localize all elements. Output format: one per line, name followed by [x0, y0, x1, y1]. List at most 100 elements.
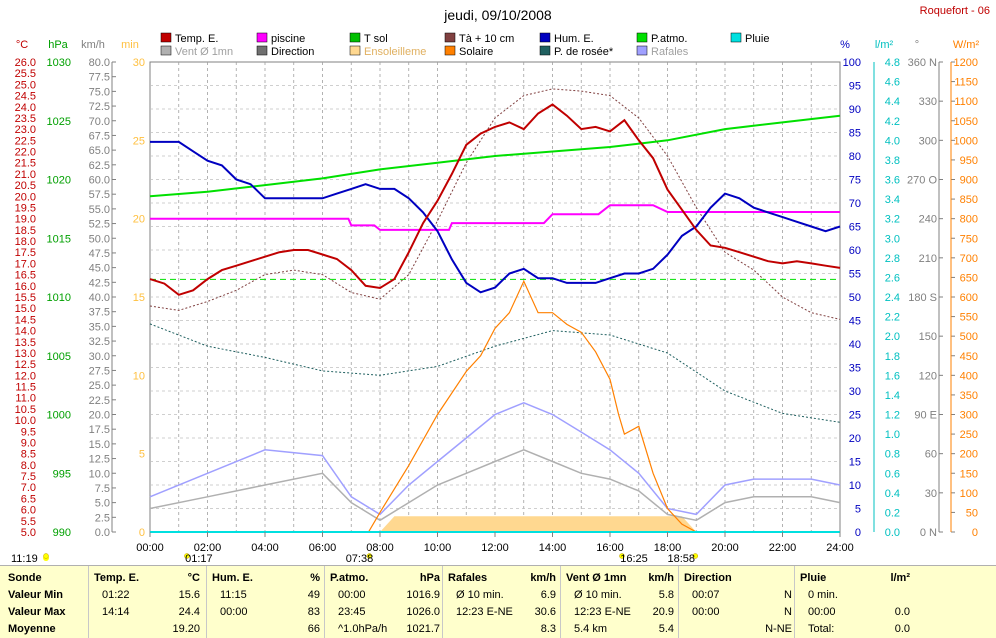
- summary-cell: 0.0: [894, 606, 910, 618]
- summary-cell: 00:00: [220, 606, 248, 618]
- tick-label-dir: 270 O: [907, 175, 937, 187]
- tick-label-solar: 800: [960, 214, 978, 226]
- tick-label-wind: 0.0: [95, 527, 110, 539]
- chart-title: jeudi, 09/10/2008: [443, 7, 552, 23]
- summary-cell: 5.4: [658, 623, 674, 635]
- tick-label-temp: 7.0: [21, 482, 36, 494]
- axis-unit-sun: min: [121, 39, 139, 51]
- axis-unit-wind: km/h: [81, 39, 105, 51]
- tick-label-solar: 150: [960, 468, 978, 480]
- x-tick-label: 08:00: [366, 542, 394, 554]
- summary-cell: Direction: [684, 572, 732, 584]
- tick-label-wind: 10.0: [89, 468, 110, 480]
- tick-label-solar: 1050: [954, 116, 978, 128]
- tick-label-wind: 60.0: [89, 175, 110, 187]
- tick-label-temp: 11.0: [15, 393, 36, 405]
- summary-cell: Ø 10 min.: [574, 589, 622, 601]
- tick-label-temp: 14.0: [15, 326, 36, 338]
- legend-label: piscine: [271, 33, 305, 45]
- tick-label-dir: 330: [919, 96, 937, 108]
- tick-label-hum: 90: [849, 104, 861, 116]
- tick-label-wind: 40.0: [89, 292, 110, 304]
- tick-label-wind: 80.0: [89, 57, 110, 69]
- tick-label-wind: 27.5: [89, 365, 110, 377]
- tick-label-rain: 3.4: [885, 194, 900, 206]
- tick-label-temp: 22.0: [15, 147, 36, 159]
- tick-label-temp: 12.0: [15, 370, 36, 382]
- tick-label-temp: 10.5: [15, 404, 36, 416]
- weather-chart: jeudi, 09/10/2008 Roquefort - 06 Temp. E…: [11, 5, 990, 565]
- tick-label-solar: 1100: [954, 96, 978, 108]
- x-tick-label: 24:00: [826, 542, 854, 554]
- legend-label: Tà + 10 cm: [459, 33, 514, 45]
- legend-swatch: [636, 45, 648, 56]
- tick-label-solar: 500: [960, 331, 978, 343]
- summary-cell: Ø 10 min.: [456, 589, 504, 601]
- summary-cell: °C: [187, 572, 200, 584]
- summary-cell: km/h: [648, 572, 674, 584]
- tick-label-temp: 7.5: [21, 471, 36, 483]
- time-marker-dot: [184, 553, 190, 559]
- summary-cell: 5.4 km: [574, 623, 608, 635]
- legend-swatch: [444, 32, 456, 43]
- tick-label-hum: 20: [849, 433, 861, 445]
- tick-label-solar: 1150: [954, 77, 978, 89]
- tick-label-rain: 4.0: [885, 135, 900, 147]
- tick-label-rain: 1.4: [885, 390, 900, 402]
- tick-label-temp: 21.0: [15, 169, 36, 181]
- tick-label-temp: 13.0: [15, 348, 36, 360]
- tick-label-temp: 5.5: [21, 516, 36, 528]
- summary-cell: 01:22: [102, 589, 130, 601]
- time-marker-dot: [692, 553, 699, 559]
- tick-label-solar: 900: [960, 175, 978, 187]
- tick-label-temp: 18.0: [15, 236, 36, 248]
- tick-label-rain: 3.6: [885, 175, 900, 187]
- tick-label-temp: 10.0: [15, 415, 36, 427]
- tick-label-press: 1005: [47, 351, 71, 363]
- time-marker-label: 07:38: [346, 553, 374, 565]
- tick-label-wind: 22.5: [89, 395, 110, 407]
- summary-cell: 15.6: [178, 589, 200, 601]
- grid: [150, 62, 840, 532]
- tick-label-temp: 25.0: [15, 79, 36, 91]
- tick-label-temp: 16.0: [15, 281, 36, 293]
- summary-separator: [88, 566, 89, 638]
- axis-unit-rain: l/m²: [875, 39, 894, 51]
- tick-label-wind: 45.0: [89, 263, 110, 275]
- tick-label-hum: 10: [849, 480, 861, 492]
- tick-label-dir: 360 N: [908, 57, 937, 69]
- tick-label-wind: 17.5: [89, 424, 110, 436]
- right-axes: 1009590858075706560555045403530252015105…: [843, 57, 978, 539]
- tick-label-hum: 15: [849, 457, 861, 469]
- summary-cell: 6.9: [540, 589, 556, 601]
- x-tick-label: 18:00: [654, 542, 682, 554]
- legend-swatch: [636, 32, 648, 43]
- tick-label-temp: 12.5: [15, 359, 36, 371]
- summary-separator: [678, 566, 679, 638]
- tick-label-solar: 700: [960, 253, 978, 265]
- tick-label-press: 995: [53, 468, 71, 480]
- summary-cell: 1021.7: [406, 623, 440, 635]
- tick-label-rain: 1.8: [885, 351, 900, 363]
- summary-cell: 00:07: [692, 589, 720, 601]
- summary-panel: Sonde Valeur Min Valeur Max Moyenne Temp. E.…: [0, 565, 996, 638]
- tick-label-temp: 22.5: [15, 135, 36, 147]
- series-line: [150, 140, 841, 294]
- summary-cell: 00:00: [692, 606, 720, 618]
- summary-cell: N-NE: [765, 623, 792, 635]
- summary-cell: 0.0: [894, 623, 910, 635]
- tick-label-temp: 6.5: [21, 493, 36, 505]
- summary-cell: 12:23 E-NE: [456, 606, 513, 618]
- summary-separator: [206, 566, 207, 638]
- tick-label-wind: 5.0: [95, 498, 110, 510]
- time-marker-dot: [366, 553, 373, 559]
- tick-label-rain: 2.2: [885, 312, 900, 324]
- tick-label-solar: 950: [960, 155, 978, 167]
- tick-label-rain: 4.2: [885, 116, 900, 128]
- tick-label-sun: 30: [133, 57, 145, 69]
- tick-label-wind: 15.0: [89, 439, 110, 451]
- tick-label-press: 990: [53, 527, 71, 539]
- tick-label-rain: 4.8: [885, 57, 900, 69]
- tick-label-hum: 40: [849, 339, 861, 351]
- summary-cell: 12:23 E-NE: [574, 606, 631, 618]
